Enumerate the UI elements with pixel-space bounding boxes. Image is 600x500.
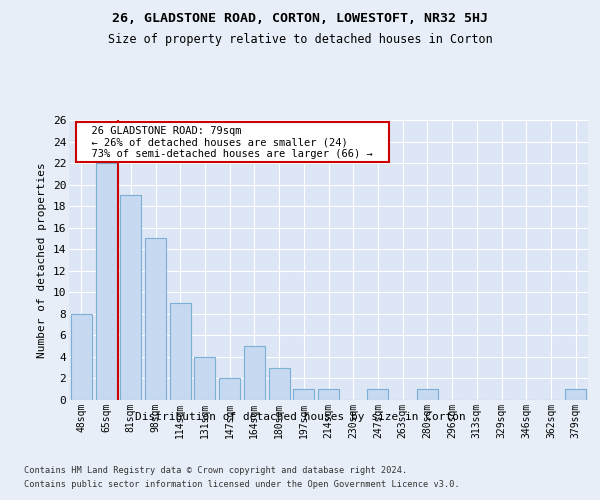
Bar	[269, 368, 290, 400]
Bar	[194, 357, 215, 400]
Bar	[293, 389, 314, 400]
Bar	[145, 238, 166, 400]
Y-axis label: Number of detached properties: Number of detached properties	[37, 162, 47, 358]
Bar	[219, 378, 240, 400]
Bar	[318, 389, 339, 400]
Bar	[170, 303, 191, 400]
Text: Contains public sector information licensed under the Open Government Licence v3: Contains public sector information licen…	[24, 480, 460, 489]
Text: Size of property relative to detached houses in Corton: Size of property relative to detached ho…	[107, 32, 493, 46]
Bar	[244, 346, 265, 400]
Bar	[417, 389, 438, 400]
Text: 26, GLADSTONE ROAD, CORTON, LOWESTOFT, NR32 5HJ: 26, GLADSTONE ROAD, CORTON, LOWESTOFT, N…	[112, 12, 488, 26]
Bar	[71, 314, 92, 400]
Bar	[95, 163, 116, 400]
Bar	[565, 389, 586, 400]
Bar	[367, 389, 388, 400]
Text: Contains HM Land Registry data © Crown copyright and database right 2024.: Contains HM Land Registry data © Crown c…	[24, 466, 407, 475]
Text: Distribution of detached houses by size in Corton: Distribution of detached houses by size …	[134, 412, 466, 422]
Bar	[120, 196, 141, 400]
Text: 26 GLADSTONE ROAD: 79sqm  
  ← 26% of detached houses are smaller (24)  
  73% o: 26 GLADSTONE ROAD: 79sqm ← 26% of detach…	[79, 126, 386, 159]
